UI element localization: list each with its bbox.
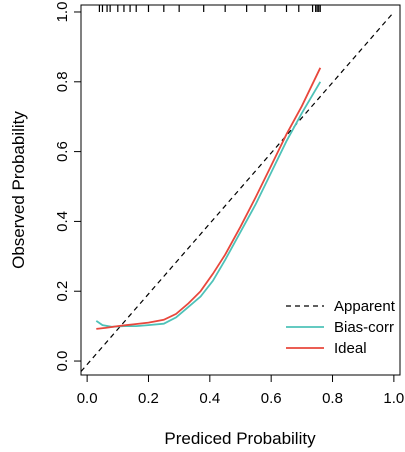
series-line-apparent [80,11,395,372]
y-tick-label: 0.2 [54,281,71,302]
rug-marks [98,5,321,12]
y-tick-label: 1.0 [54,2,71,23]
x-tick-label: 0.0 [77,390,98,407]
legend-label: Bias-corr [334,319,394,336]
x-tick-label: 0.8 [322,390,343,407]
y-tick-label: 0.0 [54,351,71,372]
x-tick-label: 0.2 [138,390,159,407]
y-tick-label: 0.8 [54,71,71,92]
legend-label: Apparent [334,298,396,315]
x-tick-label: 0.6 [261,390,282,407]
y-tick-label: 0.4 [54,211,71,232]
legend: Apparent Bias-corr Ideal [286,298,396,357]
y-axis-title: Observed Probability [9,111,28,269]
series-line-ideal [96,67,322,330]
x-tick-label: 1.0 [383,390,404,407]
legend-label: Ideal [334,340,367,357]
x-axis: 0.0 0.2 0.4 0.6 0.8 1.0 [77,375,404,407]
y-axis: 0.0 0.2 0.4 0.6 0.8 1.0 [54,2,81,372]
series-line-bias-corr [95,81,322,328]
x-axis-title: Prediced Probability [164,429,316,448]
x-tick-label: 0.4 [199,390,220,407]
plot-frame [80,4,401,376]
series-layer [80,11,395,372]
y-tick-label: 0.6 [54,141,71,162]
